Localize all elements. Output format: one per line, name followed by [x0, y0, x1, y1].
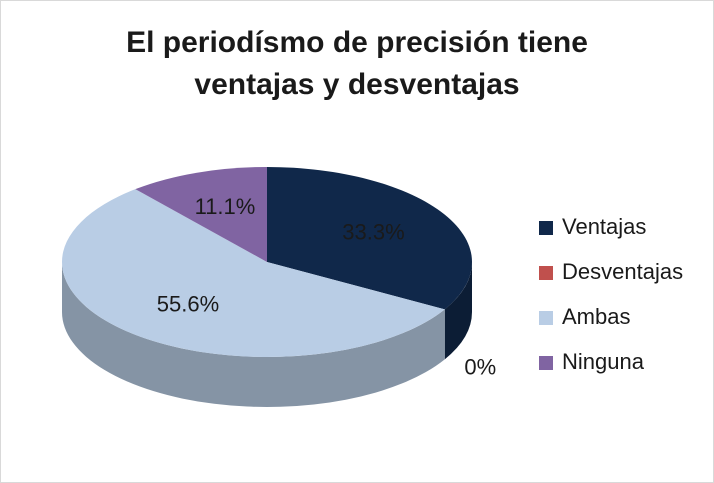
data-label: 0% — [464, 355, 496, 380]
slice — [61, 189, 445, 358]
legend-label: Ventajas — [562, 214, 646, 239]
slice-side — [62, 262, 445, 408]
legend-swatch — [539, 356, 553, 370]
legend-swatch — [539, 266, 553, 280]
slice — [135, 167, 267, 262]
legend-label: Ninguna — [562, 349, 645, 374]
chart-title: El periodísmo de precisión tiene ventaja… — [126, 26, 588, 101]
data-label: 11.1% — [195, 194, 256, 219]
slice-side — [444, 262, 472, 360]
legend-swatch — [539, 311, 553, 325]
slice — [267, 167, 472, 310]
legend-label: Ambas — [562, 304, 630, 329]
legend-label: Desventajas — [562, 259, 683, 284]
legend-swatch — [539, 221, 553, 235]
data-label: 55.6% — [157, 292, 219, 317]
data-label: 33.3% — [342, 219, 404, 244]
